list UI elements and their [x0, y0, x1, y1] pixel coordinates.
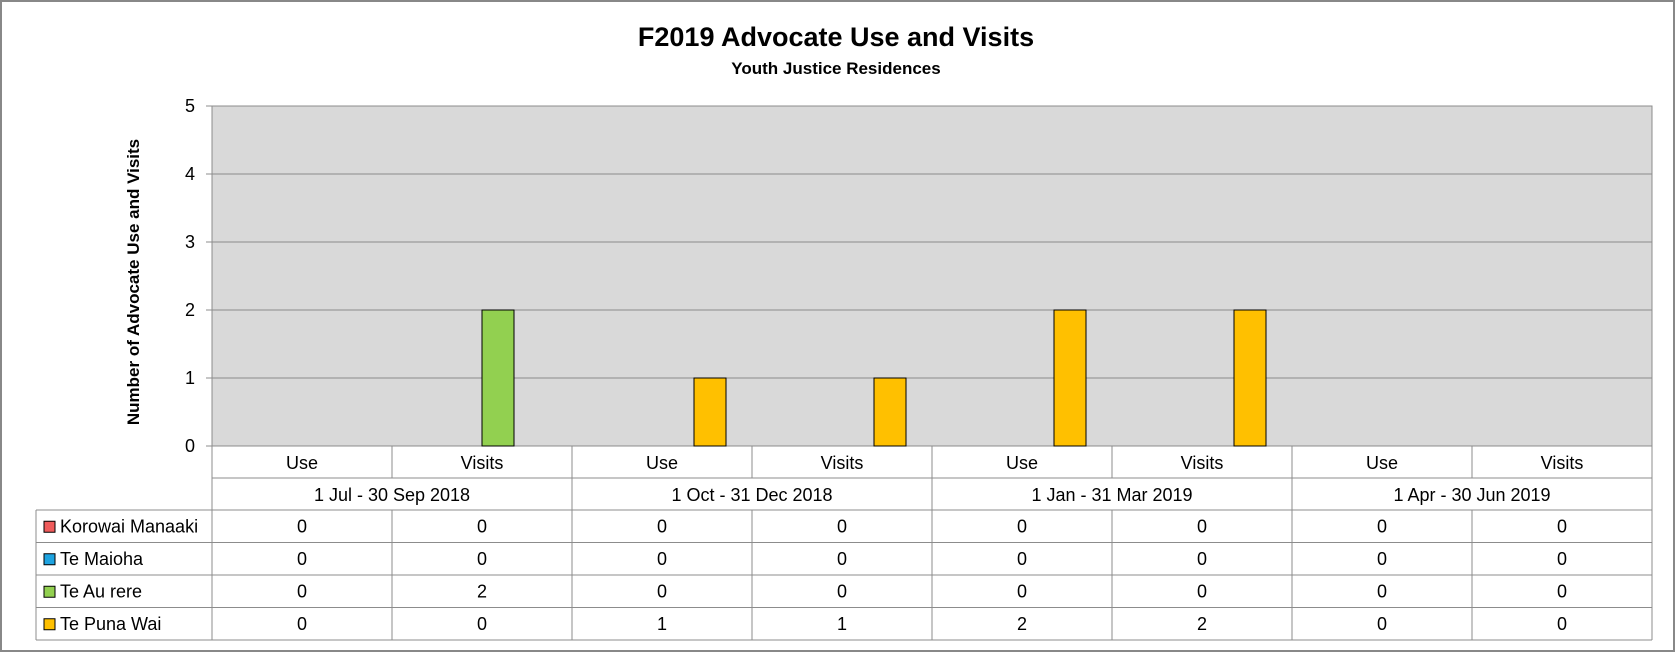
table-cell-value: 0	[1017, 581, 1027, 601]
table-cell-value: 0	[477, 516, 487, 536]
table-cell-value: 0	[297, 516, 307, 536]
category-label: Use	[646, 453, 678, 473]
table-cell-value: 2	[1017, 614, 1027, 634]
table-cell-value: 0	[1557, 581, 1567, 601]
bar	[873, 377, 907, 447]
legend-swatch	[43, 585, 56, 598]
table-cell-value: 0	[1197, 549, 1207, 569]
group-label: 1 Jul - 30 Sep 2018	[314, 485, 470, 505]
chart-subtitle: Youth Justice Residences	[731, 59, 940, 78]
y-tick-label: 1	[185, 368, 195, 388]
table-cell-value: 0	[297, 581, 307, 601]
bar	[481, 309, 515, 447]
table-cell-value: 2	[1197, 614, 1207, 634]
table-cell-value: 0	[837, 516, 847, 536]
table-cell-value: 0	[477, 614, 487, 634]
table-cell-value: 0	[297, 549, 307, 569]
table-cell-value: 0	[1017, 516, 1027, 536]
table-cell-value: 0	[657, 581, 667, 601]
legend-label: Te Maioha	[60, 549, 144, 569]
plot-background	[211, 105, 1653, 447]
category-label: Visits	[821, 453, 864, 473]
y-tick-label: 4	[185, 164, 195, 184]
data-table: Use Visits Use Visits Use Visits Use Visits 1 Ju…	[35, 446, 1653, 641]
bar	[693, 377, 727, 447]
table-cell-value: 0	[1557, 614, 1567, 634]
legend-label: Te Puna Wai	[60, 614, 161, 634]
category-label: Visits	[1181, 453, 1224, 473]
table-cell-value: 0	[1377, 549, 1387, 569]
table-cell-value: 0	[1557, 516, 1567, 536]
y-tick-label: 5	[185, 96, 195, 116]
table-cell-value: 0	[837, 549, 847, 569]
table-cell-value: 0	[1197, 581, 1207, 601]
group-label: 1 Jan - 31 Mar 2019	[1031, 485, 1192, 505]
bar	[1053, 309, 1087, 447]
table-cell-value: 0	[837, 581, 847, 601]
table-cell-value: 0	[1377, 581, 1387, 601]
bar	[1233, 309, 1267, 447]
table-cell-value: 0	[1017, 549, 1027, 569]
category-label: Visits	[461, 453, 504, 473]
legend-label: Korowai Manaaki	[60, 516, 198, 536]
category-label: Visits	[1541, 453, 1584, 473]
category-label: Use	[286, 453, 318, 473]
legend-label: Te Au rere	[60, 581, 142, 601]
legend-swatch	[43, 520, 56, 533]
table-cell-value: 0	[1377, 516, 1387, 536]
table-cell-value: 2	[477, 581, 487, 601]
table-cell-value: 1	[657, 614, 667, 634]
legend-swatch	[43, 618, 56, 631]
table-cell-value: 0	[477, 549, 487, 569]
table-cell-value: 1	[837, 614, 847, 634]
table-cell-value: 0	[1197, 516, 1207, 536]
legend-swatch	[43, 553, 56, 566]
y-tick-label: 0	[185, 436, 195, 456]
category-label: Use	[1366, 453, 1398, 473]
group-label: 1 Apr - 30 Jun 2019	[1393, 485, 1550, 505]
table-cell-value: 0	[1557, 549, 1567, 569]
table-cell-value: 0	[1377, 614, 1387, 634]
group-label: 1 Oct - 31 Dec 2018	[671, 485, 832, 505]
table-cell-value: 0	[657, 516, 667, 536]
table-cell-value: 0	[657, 549, 667, 569]
category-label: Use	[1006, 453, 1038, 473]
table-cell-value: 0	[297, 614, 307, 634]
y-tick-label: 3	[185, 232, 195, 252]
plot-area: 0 1 2 3 4 5	[185, 96, 1653, 456]
y-tick-label: 2	[185, 300, 195, 320]
y-axis-label: Number of Advocate Use and Visits	[124, 139, 143, 425]
chart-title: F2019 Advocate Use and Visits	[638, 22, 1034, 52]
